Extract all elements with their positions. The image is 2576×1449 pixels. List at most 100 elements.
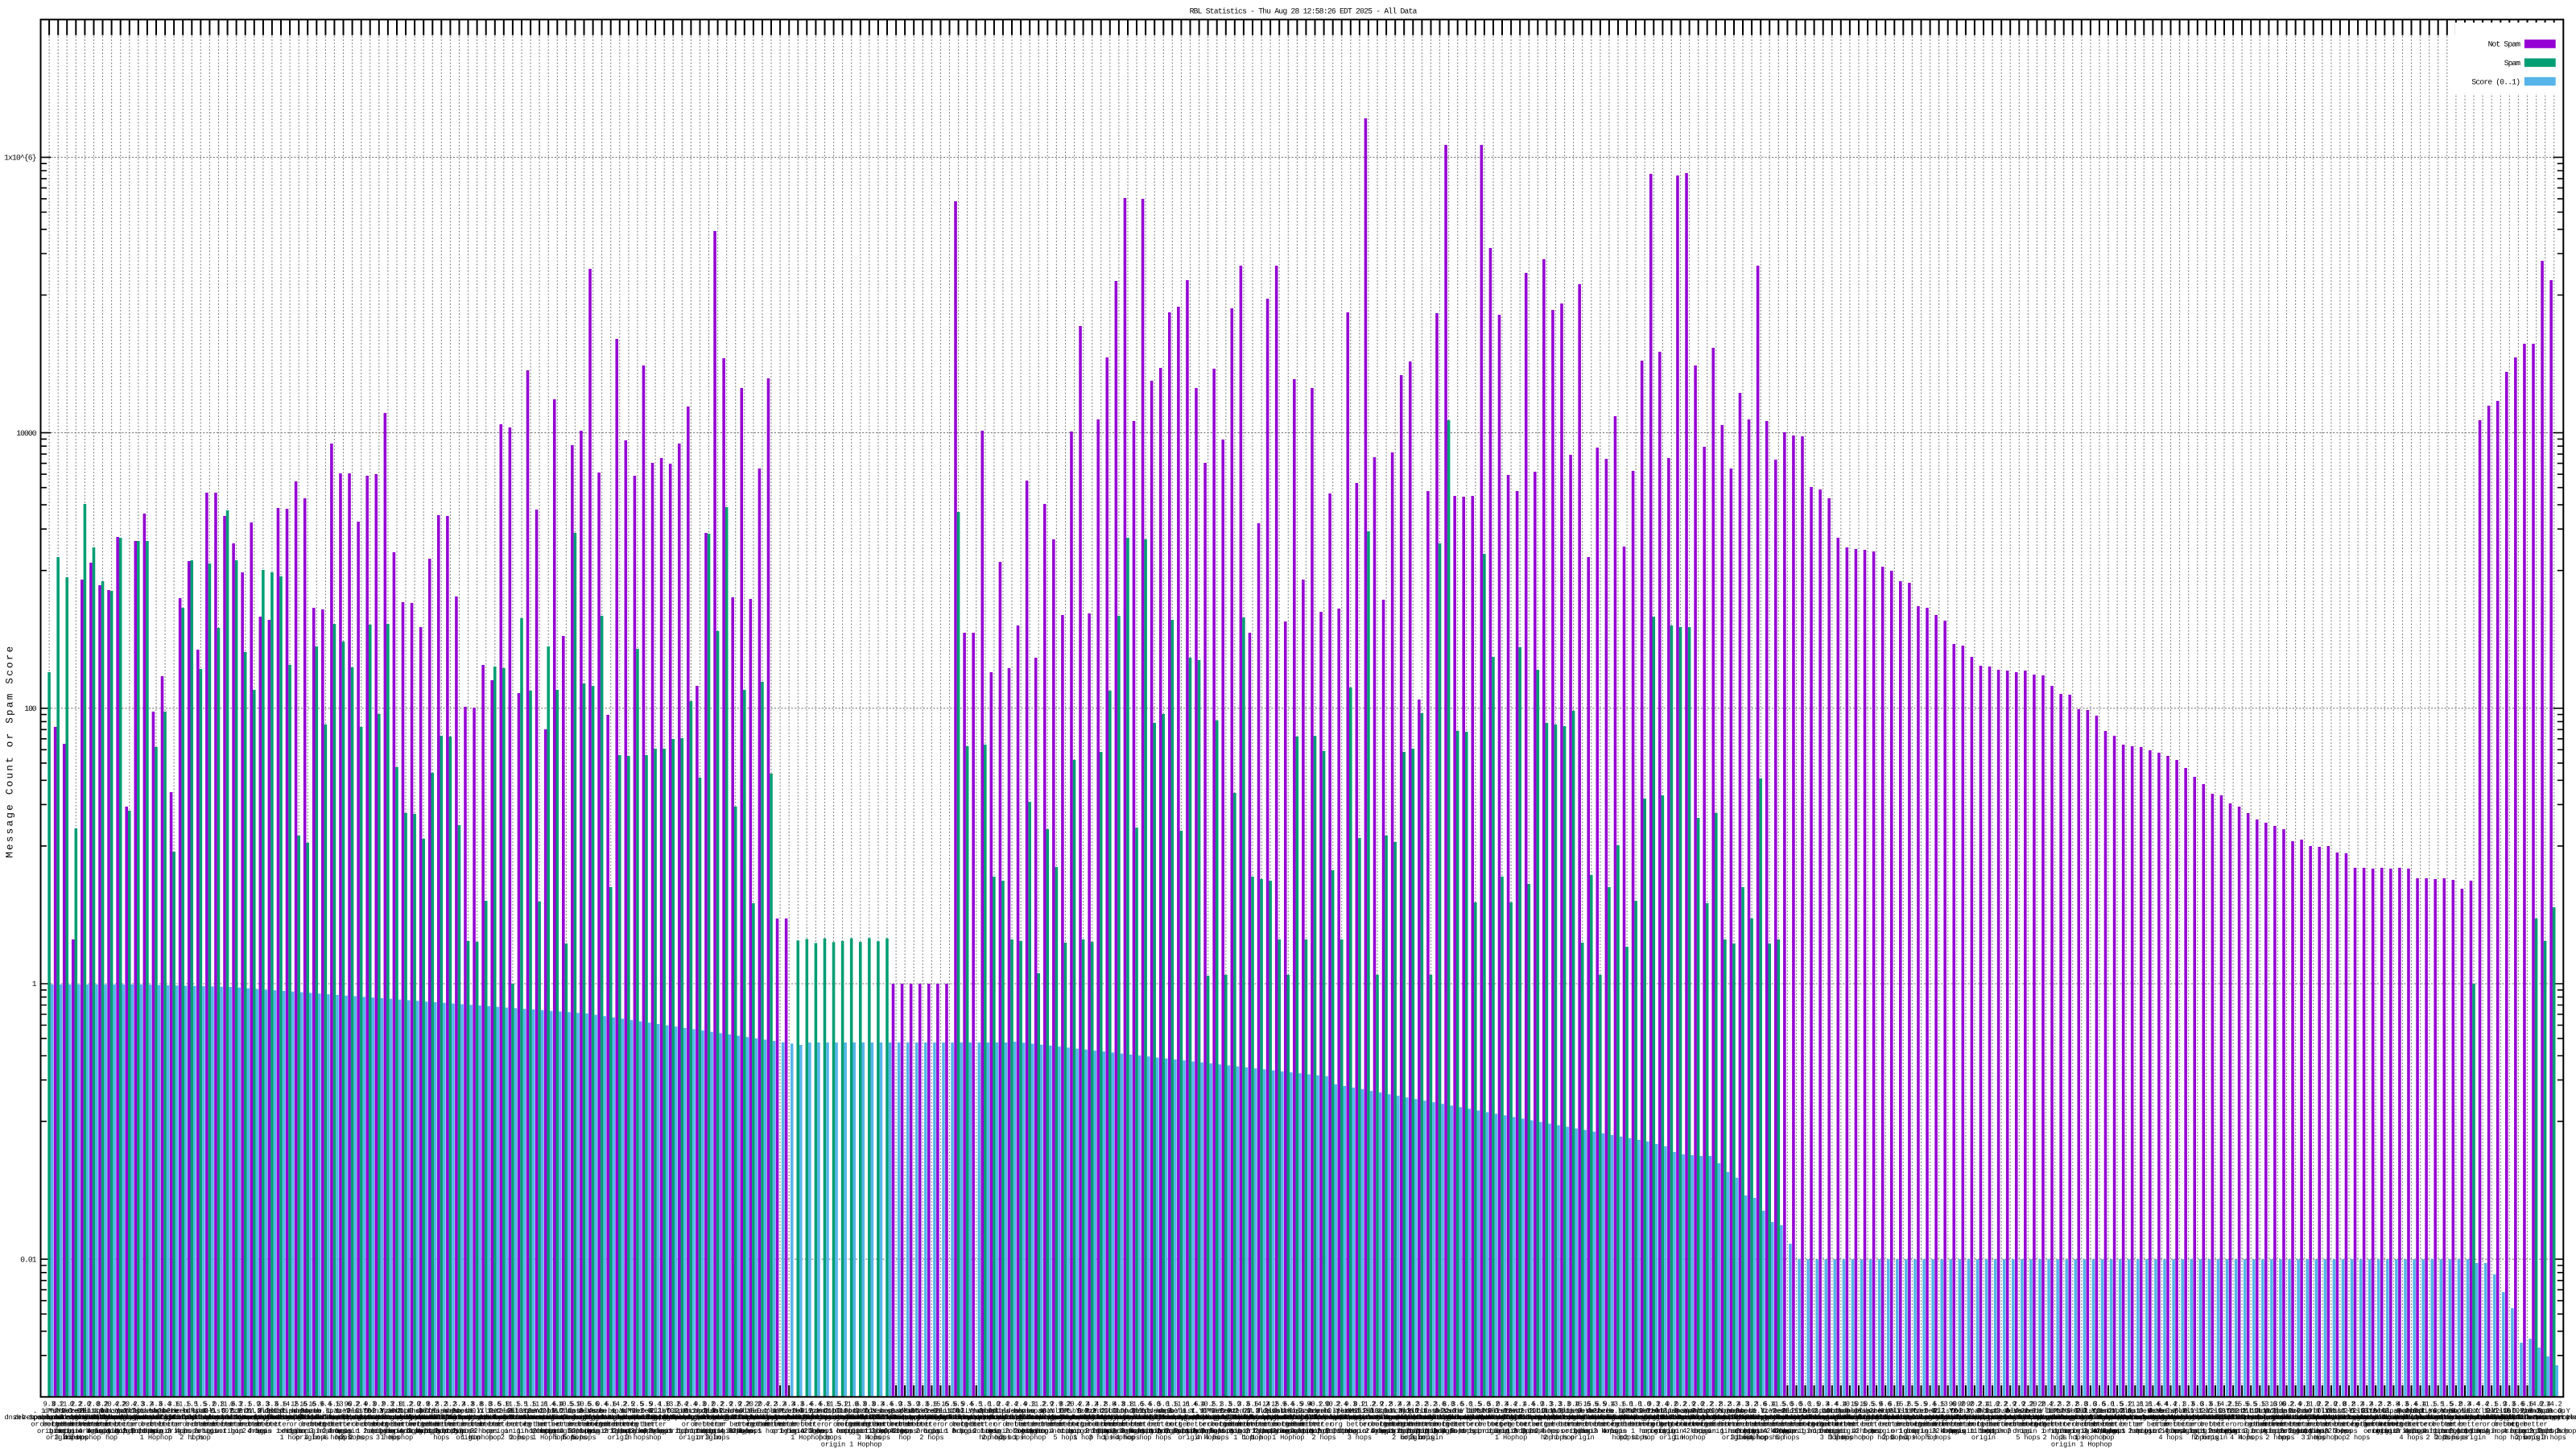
svg-text:or better: or better	[1297, 1421, 1333, 1429]
svg-text:b.barracudacentral.org: b.barracudacentral.org	[504, 1414, 593, 1422]
svg-text:or better: or better	[1636, 1421, 1672, 1429]
svg-text:4 hops: 4 hops	[304, 1434, 328, 1442]
svg-text:or better: or better	[1733, 1421, 1769, 1429]
svg-text:or better: or better	[2313, 1421, 2349, 1429]
svg-text:0.2: 0.2	[1674, 1401, 1686, 1409]
svg-text:10.5: 10.5	[1860, 1401, 1876, 1409]
svg-text:5.0: 5.0	[497, 1401, 510, 1409]
svg-text:11.2: 11.2	[59, 1401, 75, 1409]
svg-text:1 hop: 1 hop	[2303, 1427, 2323, 1435]
svg-text:or better: or better	[601, 1421, 638, 1429]
svg-text:2 hops: 2 hops	[2007, 1427, 2031, 1435]
svg-text:origin: origin	[1018, 1427, 1042, 1435]
svg-text:0.1. 0.Y: 0.1. 0.Y	[844, 1407, 877, 1415]
svg-text:or better: or better	[2063, 1421, 2099, 1429]
svg-text:2 hops: 2 hops	[2328, 1427, 2352, 1435]
svg-text:8.2: 8.2	[1719, 1401, 1731, 1409]
svg-text:origin 4 hops: origin 4 hops	[1823, 1427, 1876, 1435]
svg-text:5.5: 5.5	[970, 1401, 982, 1409]
svg-text:org better: org better	[1972, 1421, 2013, 1429]
svg-text:b.barracudacentral.org: b.barracudacentral.org	[638, 1414, 727, 1422]
svg-text:11.2: 11.2	[1360, 1401, 1377, 1409]
svg-text:0.3: 0.3	[872, 1401, 884, 1409]
svg-text:zen.spamhaus.org-dnsbl: zen.spamhaus.org-dnsbl	[441, 1414, 530, 1422]
svg-text:Y.2list: Y.2list	[1256, 1407, 1284, 1415]
svg-text:9.3: 9.3	[1344, 1401, 1356, 1409]
svg-text:b.barracudacentral.org: b.barracudacentral.org	[852, 1414, 941, 1422]
svg-text:origin 2 hops: origin 2 hops	[1226, 1427, 1279, 1435]
svg-text:dnsbl.so: dnsbl.so	[2404, 1407, 2436, 1415]
svg-text:hostkarma.junkemailfilt: hostkarma.junkemailfilt	[573, 1414, 667, 1422]
svg-text:zen.spamhaus.org-dnsbl: zen.spamhaus.org-dnsbl	[1244, 1414, 1333, 1422]
svg-text:5.5: 5.5	[1594, 1401, 1606, 1409]
svg-text:or better: or better	[1930, 1421, 1966, 1429]
svg-text:dnsbl-1.uceprotect.net: dnsbl-1.uceprotect.net	[1493, 1414, 1583, 1422]
svg-text:ix.dnsbl.manitu.net: ix.dnsbl.manitu.net	[394, 1414, 471, 1422]
svg-text:0.1. 0.Y: 0.1. 0.Y	[1691, 1407, 1724, 1415]
svg-text:or better: or better	[2135, 1421, 2171, 1429]
svg-text:org better: org better	[1660, 1421, 1701, 1429]
svg-text:psbl.surriel.com-list: psbl.surriel.com-list	[2173, 1414, 2258, 1422]
svg-text:or better: or better	[2161, 1421, 2198, 1429]
svg-text:. 0.2.Y: . 0.2.Y	[1069, 1407, 1098, 1415]
svg-text:origin 1 hop: origin 1 hop	[1202, 1427, 1251, 1435]
svg-text:origin 1 Hophop: origin 1 Hophop	[821, 1441, 882, 1449]
svg-text:Y.2list: Y.2list	[115, 1407, 143, 1415]
svg-text:Y.2list: Y.2list	[1969, 1407, 1997, 1415]
svg-text:origin 1 hop: origin 1 hop	[1121, 1427, 1170, 1435]
svg-text:or better: or better	[2251, 1421, 2287, 1429]
svg-text:or better: or better	[1404, 1421, 1440, 1429]
svg-text:b.barracudacentral.org: b.barracudacentral.org	[2349, 1414, 2438, 1422]
svg-text:dnsbl-1.uceprotect.net: dnsbl-1.uceprotect.net	[1645, 1414, 1734, 1422]
svg-text:origin: origin	[1009, 1427, 1033, 1435]
svg-text:1 hop: 1 hop	[137, 1427, 157, 1435]
svg-text:origin 1 hop: origin 1 hop	[2520, 1427, 2570, 1435]
svg-text:bl.spameatingmonkey.net: bl.spameatingmonkey.net	[1197, 1414, 1290, 1422]
svg-text:or better: or better	[40, 1421, 76, 1429]
svg-text:desb be: desb be	[588, 1407, 616, 1415]
svg-text:desb be: desb be	[294, 1407, 322, 1415]
svg-text:11.5: 11.5	[1770, 1401, 1786, 1409]
svg-text:origin: origin	[1418, 1434, 1443, 1442]
svg-text:. 1.Y. 0: . 1.Y. 0	[479, 1407, 511, 1415]
svg-text:0.1. 0.Y: 0.1. 0.Y	[398, 1407, 431, 1415]
svg-text:b.barracudacentral.org: b.barracudacentral.org	[1555, 1414, 1645, 1422]
svg-text:3 hops: 3 hops	[1829, 1434, 1853, 1442]
svg-text:. 1.Y. 0: . 1.Y. 0	[1174, 1407, 1206, 1415]
svg-text:5.0: 5.0	[1781, 1401, 1794, 1409]
svg-text:desb be: desb be	[2442, 1407, 2470, 1415]
svg-text:3.2: 3.2	[1728, 1401, 1740, 1409]
svg-text:org better: org better	[2355, 1421, 2396, 1429]
svg-text:11.2: 11.2	[398, 1401, 414, 1409]
svg-text:11.2: 11.2	[1984, 1401, 2000, 1409]
svg-text:4.2: 4.2	[1077, 1401, 1089, 1409]
svg-text:1 hop: 1 hop	[1973, 1427, 1993, 1435]
svg-text:4.2: 4.2	[1398, 1401, 1410, 1409]
svg-text:or better: or better	[2429, 1421, 2465, 1429]
svg-text:origin 3 hops: origin 3 hops	[1422, 1427, 1476, 1435]
svg-text:or better: or better	[2277, 1421, 2314, 1429]
svg-text:1.5: 1.5	[1808, 1401, 1820, 1409]
svg-text:2zerb li: 2zerb li	[2021, 1407, 2053, 1415]
svg-text:desb be: desb be	[579, 1407, 607, 1415]
svg-text:or better: or better	[682, 1421, 718, 1429]
svg-text:0.01: 0.01	[20, 1255, 36, 1264]
svg-text:origin: origin	[1980, 1427, 2004, 1435]
svg-text:origin: origin	[2524, 1434, 2548, 1442]
svg-text:4 hops: 4 hops	[1195, 1434, 1220, 1442]
svg-text:1: 1	[32, 980, 37, 989]
svg-text:origin: origin	[367, 1427, 391, 1435]
svg-text:Yzen2. 0: Yzen2. 0	[2368, 1407, 2401, 1415]
svg-text:origin: origin	[1561, 1427, 1585, 1435]
svg-text:org better: org better	[1437, 1421, 1478, 1429]
svg-text:2 hops: 2 hops	[1000, 1434, 1024, 1442]
svg-text:4 hops: 4 hops	[1116, 1434, 1140, 1442]
svg-text:or better: or better	[2367, 1421, 2403, 1429]
svg-text:or better: or better	[192, 1421, 228, 1429]
svg-text:bl.spamcop: bl.spamcop	[795, 1407, 836, 1415]
svg-text:5.2: 5.2	[2120, 1401, 2132, 1409]
svg-text:origin 2 hops: origin 2 hops	[103, 1427, 156, 1435]
svg-text:5.9: 5.9	[2495, 1401, 2507, 1409]
svg-text:. 0.2.Y: . 0.2.Y	[793, 1407, 822, 1415]
svg-text:dMsb1-0: dMsb1-0	[2050, 1407, 2078, 1415]
